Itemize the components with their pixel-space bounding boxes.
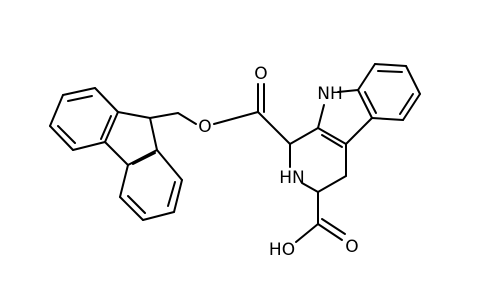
- atom-label: O: [198, 117, 211, 137]
- atom-label: O: [345, 237, 358, 257]
- atom-label: O: [254, 64, 267, 84]
- atom-label: HN: [279, 168, 305, 188]
- atom-label: HO: [269, 240, 295, 260]
- atom-label: NH: [317, 84, 343, 104]
- bonds: [49, 63, 421, 243]
